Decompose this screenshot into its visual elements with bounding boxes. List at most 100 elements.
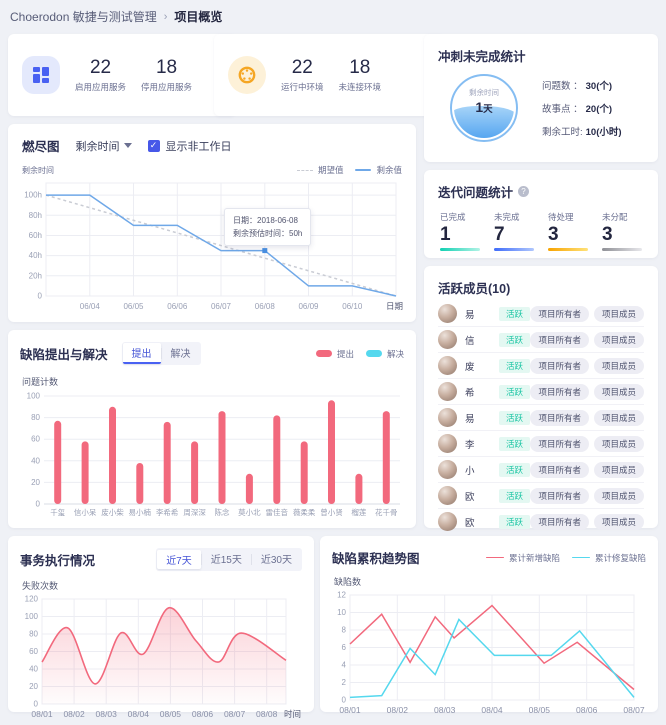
- sprint-stat-issues: 问题数 ： 30(个): [542, 81, 613, 92]
- toggle-30days[interactable]: 近30天: [260, 555, 292, 566]
- member-role-tag: 项目所有者: [530, 435, 589, 452]
- member-role-tag: 项目所有者: [530, 487, 589, 504]
- member-row: 希 活跃 项目所有者 项目成员: [438, 379, 644, 405]
- stat-value: 22: [291, 56, 313, 78]
- member-name: 李: [465, 439, 475, 451]
- toggle-resolved[interactable]: 解决: [170, 349, 191, 360]
- divider: [160, 348, 162, 359]
- svg-text:120: 120: [25, 595, 39, 604]
- solid-line-swatch: [355, 169, 372, 171]
- svg-text:08/04: 08/04: [481, 705, 503, 715]
- member-status-badge: 活跃: [499, 384, 531, 399]
- sprint-stat-remaining-hours: 剩余工时: 10(小时): [542, 127, 622, 138]
- tooltip-value: 剩余预估时间：50h: [233, 229, 303, 238]
- svg-text:08/02: 08/02: [387, 705, 409, 715]
- member-role-tag: 项目所有者: [530, 357, 589, 374]
- svg-text:80: 80: [31, 413, 40, 422]
- svg-text:2: 2: [342, 678, 347, 687]
- card-title: 冲刺未完成统计: [438, 50, 526, 64]
- toggle-7days[interactable]: 近7天: [157, 550, 201, 569]
- svg-text:信小呆: 信小呆: [74, 507, 97, 517]
- legend-expected[interactable]: 期望值: [296, 164, 343, 176]
- svg-text:10: 10: [337, 608, 346, 617]
- svg-text:08/05: 08/05: [160, 709, 182, 719]
- svg-text:千玺: 千玺: [50, 507, 65, 517]
- member-role-tag: 项目成员: [593, 513, 644, 530]
- toggle-raised[interactable]: 提出: [122, 343, 161, 364]
- legend-resolved[interactable]: 解决: [365, 348, 404, 360]
- defect-bar-chart[interactable]: 0 20 40 60 80 100 千玺 信小呆 废小柴 易小楠 李希希 周深深 陈念 莫小北 雷佳音 薇柔柔…: [20, 390, 404, 523]
- svg-text:06/07: 06/07: [211, 302, 232, 311]
- member-status-badge: 活跃: [499, 436, 531, 451]
- burndown-chart[interactable]: 0 20h 40h 60h 80h 100h 06/04 06/05 06/06 06/07 06/…: [20, 178, 404, 317]
- card-title: 活跃成员(10): [438, 282, 511, 296]
- member-role-tag: 项目所有者: [530, 331, 589, 348]
- member-name: 欧: [465, 491, 475, 503]
- member-avatar: [438, 356, 457, 375]
- defect-trend-chart[interactable]: 0 2 4 6 8 10 12 08/01 08/02 08/03 08/04 08/05 08/06 0…: [332, 590, 646, 721]
- red-line-swatch: [485, 556, 504, 559]
- stat-disabled-services: 18 停用应用服务: [141, 57, 192, 93]
- member-avatar: [438, 304, 457, 323]
- cyan-pill-swatch: [365, 350, 382, 357]
- stat-label: 运行中环境: [281, 81, 324, 92]
- member-status-badge: 活跃: [499, 514, 531, 529]
- stat-running-environments: 22 运行中环境: [281, 56, 324, 93]
- help-icon[interactable]: ?: [518, 186, 530, 197]
- pink-pill-swatch: [315, 350, 332, 357]
- legend-new-defects[interactable]: 累计新增缺陷: [485, 552, 560, 564]
- execution-area-chart[interactable]: 0 20 40 60 80 100 120 08/01 08/02 08/03 08/04 08/05…: [20, 594, 302, 725]
- svg-text:06/05: 06/05: [123, 302, 144, 311]
- svg-text:周深深: 周深深: [183, 508, 206, 517]
- divider: [250, 554, 252, 565]
- member-name: 信: [465, 335, 475, 347]
- member-status-badge: 活跃: [499, 488, 531, 503]
- svg-text:80: 80: [29, 630, 38, 639]
- gauge-value: 1天: [475, 99, 493, 115]
- member-list: 易活跃 项目所有者 项目成员信活跃 项目所有者 项目成员废活跃 项目所有者 项目成员希活跃项…: [438, 301, 644, 534]
- svg-text:雷佳音: 雷佳音: [266, 507, 289, 517]
- member-avatar: [438, 460, 457, 479]
- legend-fixed-defects[interactable]: 累计修复缺陷: [571, 552, 646, 564]
- svg-text:08/08: 08/08: [256, 709, 278, 719]
- svg-text:06/09: 06/09: [298, 302, 319, 311]
- member-role-tag: 项目所有者: [530, 383, 589, 400]
- legend-raised[interactable]: 提出: [315, 348, 354, 360]
- unit-dropdown[interactable]: 剩余时间: [76, 138, 132, 154]
- svg-text:陈念: 陈念: [215, 507, 230, 517]
- svg-text:6: 6: [342, 643, 347, 652]
- sprint-stat-story-points: 故事点 ： 20(个): [542, 104, 613, 115]
- iteration-stat-pending: 待处理 3: [548, 211, 588, 251]
- member-status-badge: 活跃: [499, 410, 531, 425]
- sprint-unfinished-card: 冲刺未完成统计 剩余时间 1天 问题数 ： 30(个) 故事点 ： 20(个) 剩余…: [424, 34, 658, 162]
- member-name: 易: [465, 413, 475, 425]
- y-axis-label: 剩余时间: [22, 165, 54, 175]
- svg-text:08/03: 08/03: [96, 709, 118, 719]
- member-name: 希: [465, 387, 475, 399]
- non-workday-checkbox[interactable]: ✓: [147, 139, 160, 152]
- member-status-badge: 活跃: [499, 306, 531, 321]
- divider: [200, 554, 202, 565]
- stat-enabled-services: 22 启用应用服务: [75, 57, 126, 93]
- environment-stat-card: 22 运行中环境 18 未连接环境: [214, 34, 444, 116]
- svg-text:08/07: 08/07: [623, 705, 645, 715]
- svg-text:100: 100: [25, 612, 39, 621]
- stat-underline-bar: [602, 248, 642, 251]
- chevron-down-icon: [123, 143, 132, 148]
- legend-remaining[interactable]: 剩余值: [355, 164, 402, 176]
- trend-legend: 累计新增缺陷 累计修复缺陷: [485, 552, 646, 564]
- svg-text:08/01: 08/01: [31, 709, 53, 719]
- svg-text:100: 100: [27, 392, 41, 401]
- member-role-tag: 项目所有者: [530, 409, 589, 426]
- stat-underline-bar: [494, 248, 534, 251]
- svg-text:20: 20: [29, 682, 38, 691]
- burndown-card: 燃尽图 剩余时间 ✓ 显示非工作日 剩余时间 期望值 剩余值 0 20h 40h 60…: [8, 124, 416, 322]
- toggle-15days[interactable]: 近15天: [210, 555, 242, 566]
- breadcrumb-app[interactable]: Choerodon 敏捷与测试管理: [10, 10, 157, 24]
- range-toggle-group: 近7天 近15天 近30天: [156, 548, 302, 571]
- member-row: 欧 活跃 项目所有者 项目成员: [438, 509, 644, 534]
- member-avatar: [438, 408, 457, 427]
- tooltip-date: 日期：2018-06-08: [233, 216, 298, 225]
- svg-text:20: 20: [31, 478, 40, 487]
